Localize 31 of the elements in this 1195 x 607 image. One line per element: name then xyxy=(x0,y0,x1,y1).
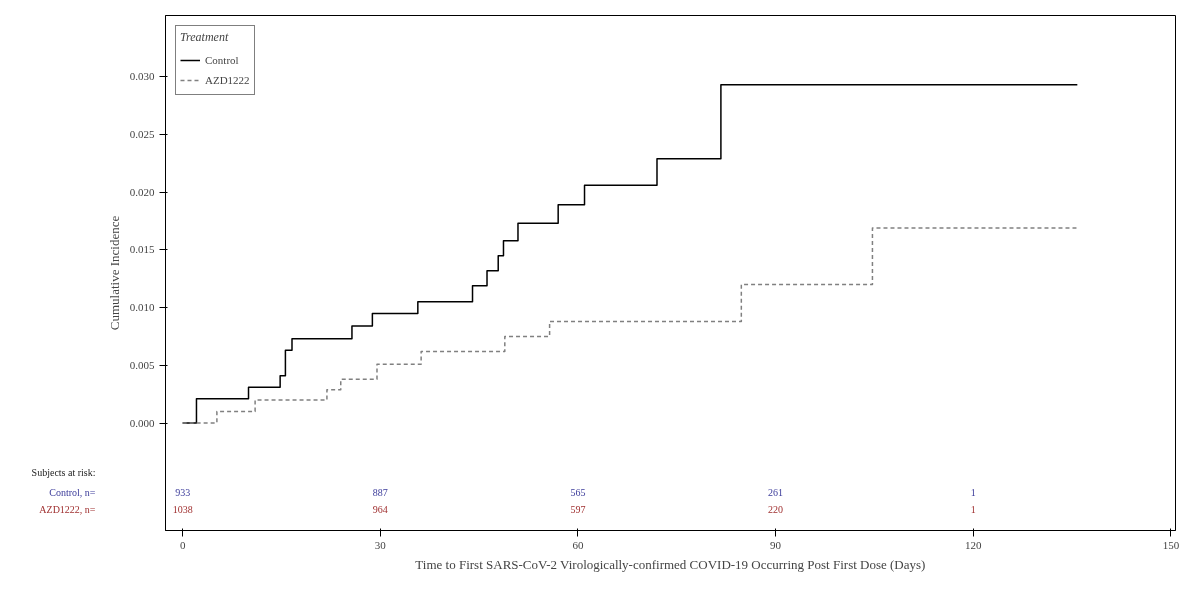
annotation: 261 xyxy=(768,487,784,498)
y-axis-title: Cumulative Incidence xyxy=(106,215,122,331)
annotation: 1 xyxy=(970,487,976,498)
text: Subjects at risk: xyxy=(31,467,96,478)
x-tick-label: 60 xyxy=(572,538,584,551)
y-tick-label: 0.000 xyxy=(129,416,155,429)
annotation: 565 xyxy=(570,487,586,498)
x-tick-label: 150 xyxy=(1162,538,1180,551)
y-tick-label: 0.020 xyxy=(129,185,155,198)
legend-title: Treatment xyxy=(180,30,230,45)
legend-label: AZD1222 xyxy=(205,74,250,86)
annotation: 887 xyxy=(372,487,388,498)
y-tick-label: 0.015 xyxy=(129,243,155,256)
text: AZD1222, n= xyxy=(39,504,96,515)
y-tick-label: 0.005 xyxy=(129,358,155,371)
y-tick-label: 0.010 xyxy=(129,301,155,314)
legend-label: Control xyxy=(205,54,239,66)
annotation: 1 xyxy=(970,504,976,515)
annotation: 597 xyxy=(570,504,586,515)
x-tick-label: 30 xyxy=(374,538,387,551)
x-tick-label: 120 xyxy=(964,538,982,551)
text: Control, n= xyxy=(49,487,96,498)
annotation: 933 xyxy=(175,487,191,498)
annotation: 220 xyxy=(768,504,784,515)
x-tick-label: 0 xyxy=(179,538,186,551)
annotation: 964 xyxy=(372,504,388,515)
x-tick-label: 90 xyxy=(770,538,782,551)
annotation: 1038 xyxy=(172,504,193,515)
y-tick-label: 0.025 xyxy=(129,127,155,140)
y-tick-label: 0.030 xyxy=(129,70,155,83)
x-axis-title: Time to First SARS-CoV-2 Virologically-confirmed COVID-19 Occurring Post First Dose (Days) xyxy=(415,556,926,572)
